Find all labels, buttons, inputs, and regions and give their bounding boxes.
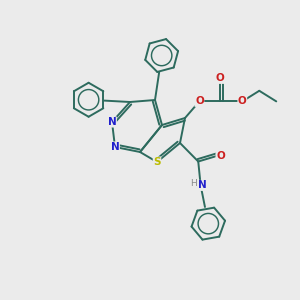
Text: N: N bbox=[111, 142, 119, 152]
Text: H: H bbox=[190, 179, 197, 188]
Text: N: N bbox=[108, 117, 116, 127]
Text: N: N bbox=[198, 180, 207, 190]
Text: O: O bbox=[195, 96, 204, 106]
Text: O: O bbox=[238, 96, 247, 106]
Text: O: O bbox=[216, 74, 225, 83]
Text: O: O bbox=[216, 151, 225, 161]
Text: S: S bbox=[153, 157, 161, 167]
